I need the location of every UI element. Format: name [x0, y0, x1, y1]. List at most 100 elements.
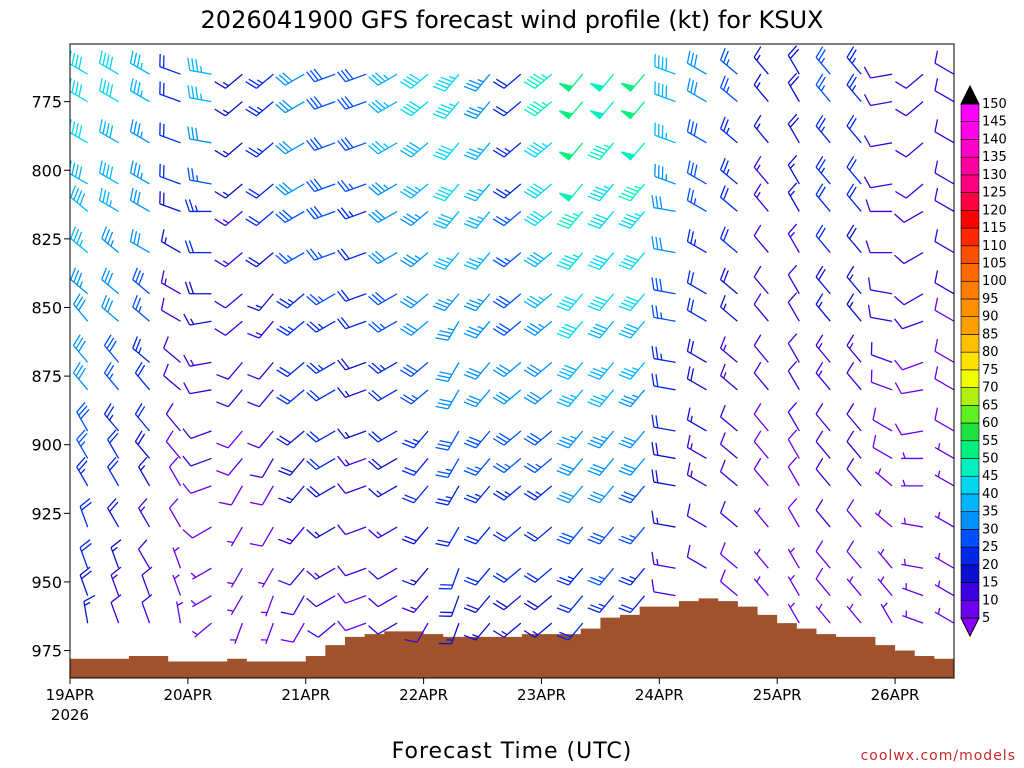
wind-barb: [247, 389, 274, 408]
barb-feather: [659, 237, 663, 251]
barb-feather: [498, 364, 511, 372]
barb-staff: [447, 526, 460, 547]
wind-barb: [141, 566, 153, 596]
wind-barb: [98, 78, 119, 103]
barb-feather: [592, 189, 605, 196]
barb-feather: [400, 218, 412, 227]
barb-staff: [687, 446, 707, 459]
wind-barb: [432, 293, 460, 312]
barb-feather: [523, 81, 536, 89]
barb-feather: [894, 382, 902, 394]
wind-barb: [901, 517, 924, 528]
barb-feather: [561, 216, 574, 223]
wind-barb: [129, 119, 150, 144]
barb-feather: [138, 272, 145, 285]
barb-feather: [723, 119, 729, 132]
barb-feather: [276, 369, 288, 378]
barb-feather: [815, 114, 824, 127]
barb-half-feather: [383, 143, 389, 149]
barb-staff: [1002, 414, 1016, 431]
wind-barb: [227, 567, 243, 588]
barb-feather: [719, 363, 726, 376]
barb-half-feather: [317, 323, 324, 329]
colorbar-label: 5: [982, 611, 990, 626]
barb-feather: [214, 190, 226, 199]
barb-feather: [403, 298, 415, 306]
wind-barb: [101, 267, 120, 295]
wind-barb: [306, 137, 336, 151]
barb-feather: [463, 373, 476, 380]
barb-staff: [874, 512, 893, 528]
wind-barb: [651, 551, 676, 569]
barb-feather: [934, 187, 939, 201]
barb-staff: [901, 563, 924, 569]
barb-feather: [79, 566, 91, 576]
barb-staff: [377, 142, 398, 155]
barb-staff: [256, 183, 274, 199]
barb-staff: [687, 241, 707, 254]
barb-feather: [621, 535, 634, 542]
wind-barb: [651, 414, 676, 432]
barb-staff: [345, 320, 367, 330]
barb-feather: [81, 542, 92, 552]
barb-feather: [626, 186, 639, 193]
barb-feather: [463, 264, 476, 271]
barb-feather: [466, 82, 479, 89]
barb-staff: [315, 430, 336, 443]
barb-feather: [437, 299, 451, 306]
barb-feather: [78, 125, 83, 138]
barb-half-feather: [477, 106, 484, 110]
barb-feather: [247, 373, 260, 380]
barb-staff: [314, 210, 336, 220]
barb-feather: [183, 382, 191, 394]
wind-barb: [587, 595, 615, 614]
barb-staff: [787, 233, 800, 253]
barb-feather: [371, 142, 382, 153]
barb-feather: [618, 195, 631, 202]
wind-barb: [719, 226, 738, 254]
barb-feather: [590, 370, 603, 377]
wind-barb: [523, 595, 553, 611]
barb-half-feather: [693, 198, 697, 205]
wind-barb: [686, 297, 707, 322]
barb-feather: [526, 298, 539, 306]
barb-staff: [934, 282, 954, 295]
wind-barb: [846, 499, 862, 528]
barb-feather: [533, 142, 545, 150]
wind-barb: [141, 594, 153, 624]
barb-half-feather: [789, 547, 795, 554]
wind-barb: [654, 54, 676, 75]
barb-half-feather: [902, 452, 906, 459]
barb-feather: [526, 106, 539, 114]
barb-feather: [466, 261, 479, 267]
wind-barb: [719, 500, 738, 528]
barb-feather: [278, 497, 291, 504]
wind-barb: [587, 458, 615, 476]
barb-half-feather: [257, 581, 265, 585]
wind-barb: [214, 252, 243, 268]
wind-barb: [247, 430, 274, 449]
wind-barb: [368, 622, 398, 635]
barb-staff: [225, 142, 243, 158]
barb-staff: [846, 578, 862, 597]
barb-feather: [101, 267, 108, 280]
barb-feather: [337, 592, 346, 604]
barb-staff: [475, 595, 491, 613]
wind-barb: [618, 293, 646, 312]
barb-staff: [161, 241, 181, 254]
wind-barb: [435, 430, 460, 451]
barb-feather: [134, 430, 143, 442]
barb-feather: [587, 607, 600, 614]
barb-half-feather: [477, 257, 484, 261]
barb-feather: [463, 401, 476, 408]
barb-staff: [629, 458, 646, 476]
barb-staff: [79, 574, 89, 596]
barb-feather: [102, 189, 107, 203]
wind-barb: [492, 183, 522, 199]
barb-feather: [618, 264, 631, 271]
barb-staff: [872, 446, 893, 459]
colorbar-label: 75: [982, 363, 999, 378]
barb-staff: [192, 595, 212, 608]
wind-barb: [846, 224, 862, 254]
wind-barb: [753, 73, 769, 103]
